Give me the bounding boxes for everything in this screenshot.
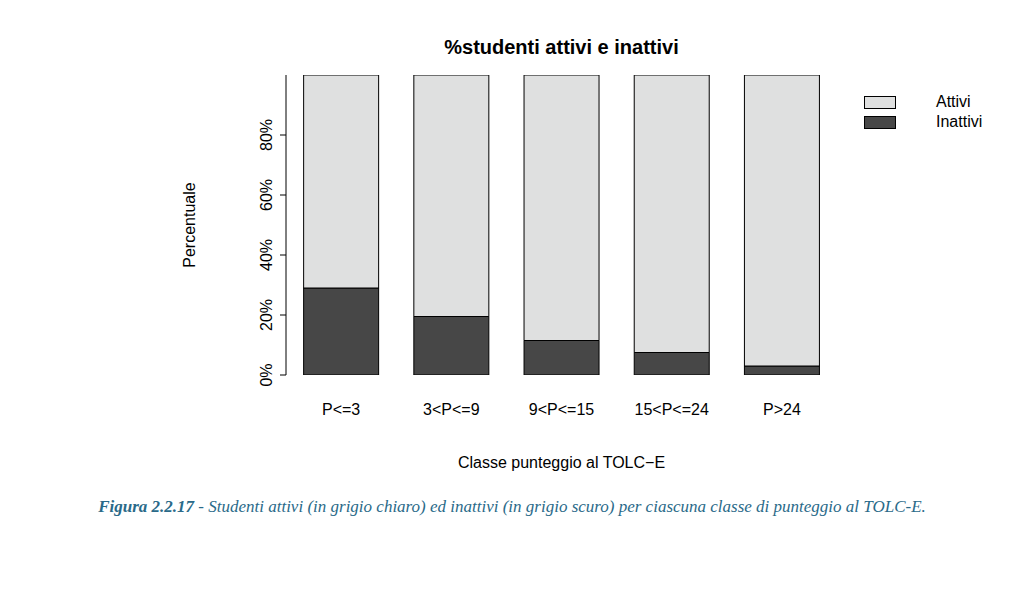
html-text:Figura 2.2.17 - Studenti attiv: Figura 2.2.17 - Studenti attivi (in grig…: [98, 497, 926, 516]
html-text:Classe punteggio al TOLC−E: Classe punteggio al TOLC−E: [458, 454, 665, 471]
html-text:Inattivi: Inattivi: [936, 113, 983, 130]
html-text:Percentuale: Percentuale: [181, 182, 198, 268]
svg-text:20%: 20%: [258, 299, 275, 331]
svg-text:9<P<=15: 9<P<=15: [529, 401, 595, 418]
svg-text:0%: 0%: [258, 363, 275, 386]
svg-text:15<P<=24: 15<P<=24: [635, 401, 709, 418]
html-text:Attivi: Attivi: [936, 93, 971, 110]
svg-text:P<=3: P<=3: [322, 401, 360, 418]
html-text:%studenti attivi e inattivi: %studenti attivi e inattivi: [444, 36, 679, 58]
svg-text:40%: 40%: [258, 239, 275, 271]
svg-text:3<P<=9: 3<P<=9: [423, 401, 480, 418]
svg-text:80%: 80%: [258, 119, 275, 151]
svg-text:P>24: P>24: [763, 401, 801, 418]
svg-text:60%: 60%: [258, 179, 275, 211]
